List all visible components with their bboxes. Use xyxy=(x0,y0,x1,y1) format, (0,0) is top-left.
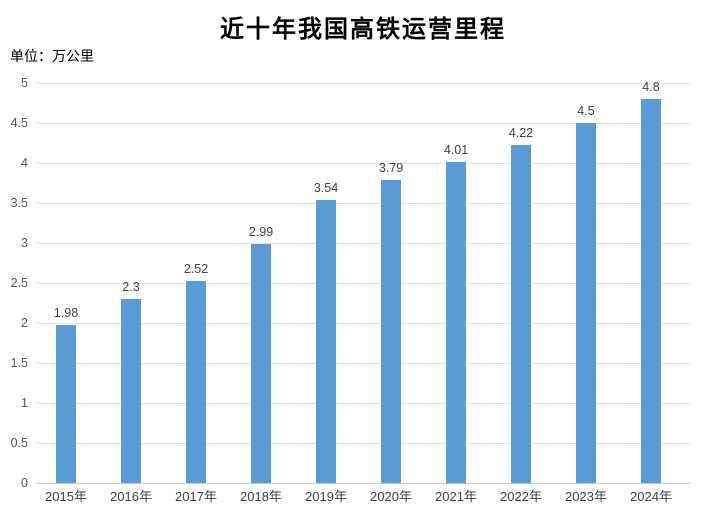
unit-label: 单位：万公里 xyxy=(10,48,94,64)
gridline xyxy=(36,403,690,404)
bar-2018年 xyxy=(251,244,271,483)
x-tick-label: 2016年 xyxy=(110,489,152,504)
bar-2022年 xyxy=(511,145,531,483)
chart-title: 近十年我国高铁运营里程 xyxy=(220,17,506,43)
bar-value-label: 1.98 xyxy=(53,306,79,320)
x-tick-label: 2017年 xyxy=(175,489,217,504)
y-tick-label: 0 xyxy=(21,476,28,490)
gridline xyxy=(36,363,690,364)
y-tick-label: 1 xyxy=(21,396,28,410)
x-tick-label: 2021年 xyxy=(435,489,477,504)
x-tick-label: 2023年 xyxy=(565,489,607,504)
y-tick-label: 2 xyxy=(21,316,28,330)
y-tick-label: 5 xyxy=(21,76,28,90)
gridline xyxy=(36,443,690,444)
bar-2021年 xyxy=(446,162,466,483)
x-axis-line xyxy=(36,483,690,484)
bar-value-label: 4.01 xyxy=(443,143,469,157)
y-tick-label: 1.5 xyxy=(10,356,28,370)
gridline xyxy=(36,323,690,324)
y-tick-label: 3.5 xyxy=(10,196,28,210)
y-tick-label: 3 xyxy=(21,236,28,250)
bar-2023年 xyxy=(576,123,596,483)
bar-value-label: 2.99 xyxy=(248,225,274,239)
x-tick-label: 2018年 xyxy=(240,489,282,504)
gridline xyxy=(36,283,690,284)
gridline xyxy=(36,163,690,164)
bar-value-label: 4.22 xyxy=(508,126,534,140)
bar-value-label: 2.3 xyxy=(122,280,140,294)
x-tick-label: 2015年 xyxy=(45,489,87,504)
bar-2016年 xyxy=(121,299,141,483)
gridline xyxy=(36,243,690,244)
x-tick-label: 2024年 xyxy=(630,489,672,504)
bar-2020年 xyxy=(381,180,401,483)
bar-value-label: 2.52 xyxy=(183,262,209,276)
bar-2017年 xyxy=(186,281,206,483)
x-tick-label: 2019年 xyxy=(305,489,347,504)
y-tick-label: 4.5 xyxy=(10,116,28,130)
bar-2015年 xyxy=(56,325,76,483)
gridline xyxy=(36,83,690,84)
bar-2024年 xyxy=(641,99,661,483)
bar-value-label: 4.5 xyxy=(577,104,595,118)
bar-value-label: 4.8 xyxy=(642,80,660,94)
bar-value-label: 3.79 xyxy=(378,161,404,175)
y-tick-label: 4 xyxy=(21,156,28,170)
gridline xyxy=(36,123,690,124)
y-tick-label: 0.5 xyxy=(10,436,28,450)
y-tick-label: 2.5 xyxy=(10,276,28,290)
x-tick-label: 2020年 xyxy=(370,489,412,504)
bar-value-label: 3.54 xyxy=(313,181,339,195)
gridline xyxy=(36,203,690,204)
x-tick-label: 2022年 xyxy=(500,489,542,504)
bar-2019年 xyxy=(316,200,336,483)
